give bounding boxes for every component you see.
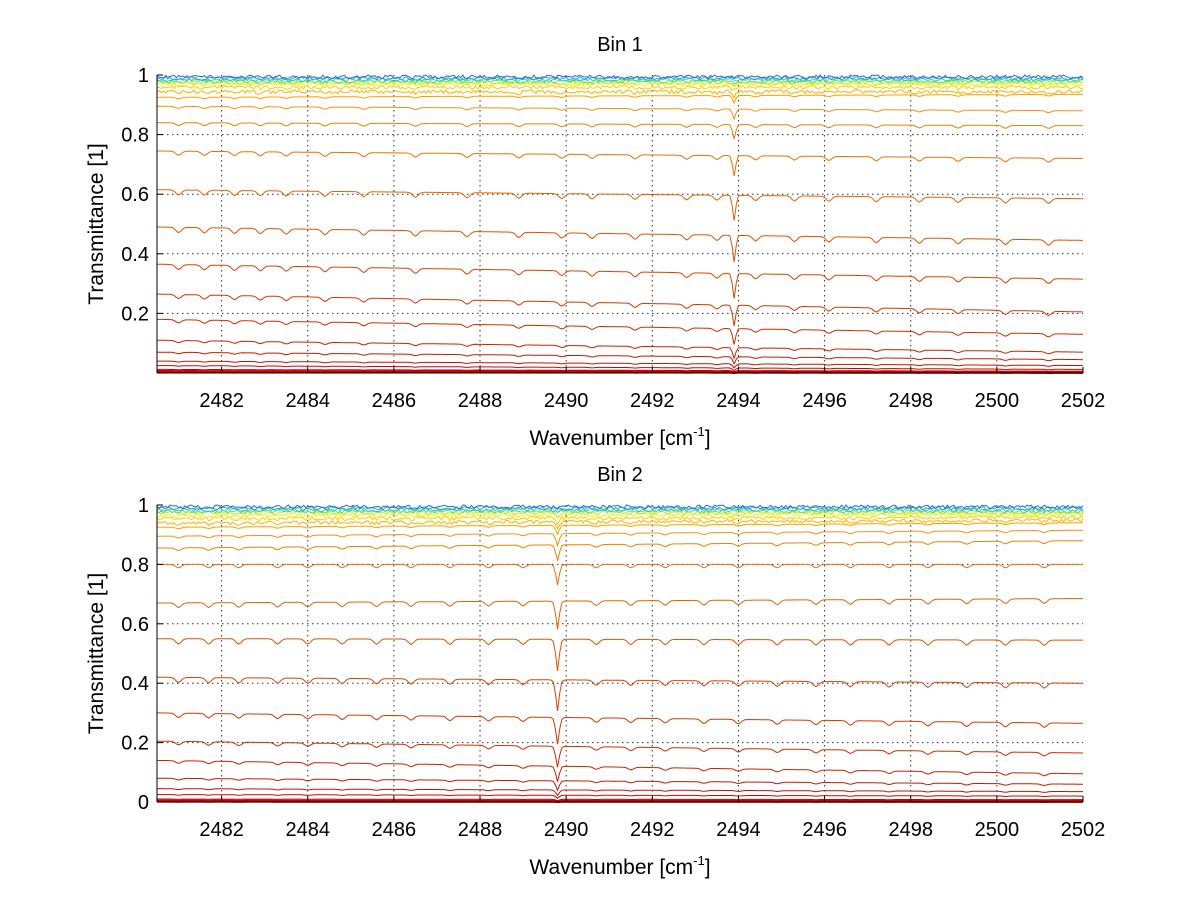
- series-line: [157, 529, 1084, 548]
- series-line: [156, 505, 1084, 511]
- series-line: [157, 799, 1083, 804]
- series-line: [156, 81, 1084, 87]
- x-tick-label: 2502: [1061, 819, 1106, 841]
- x-tick-label: 2500: [975, 819, 1020, 841]
- x-tick-label: 2492: [630, 390, 675, 412]
- x-tick-label: 2488: [458, 819, 503, 841]
- gridlines: [157, 75, 1083, 373]
- series-line: [157, 788, 1083, 797]
- series-line: [156, 93, 1083, 105]
- y-tick-label: 0.8: [121, 125, 149, 147]
- x-tick-label: 2502: [1061, 390, 1106, 412]
- chart-title: Bin 2: [597, 464, 643, 486]
- series-line: [156, 759, 1083, 782]
- series-line: [157, 318, 1084, 345]
- series-group: [156, 504, 1084, 804]
- series-line: [156, 189, 1084, 221]
- series-line: [157, 150, 1083, 177]
- x-tick-label: 2500: [975, 390, 1020, 412]
- y-tick-label: 0: [138, 792, 149, 814]
- series-line: [156, 507, 1084, 514]
- x-axis-label: Wavenumber [cm-1]: [529, 853, 710, 879]
- series-line: [157, 598, 1083, 630]
- x-tick-label: 2496: [802, 390, 847, 412]
- x-axis-label-sup: -1: [693, 424, 705, 439]
- series-line: [157, 370, 1083, 375]
- x-tick-label: 2482: [199, 390, 244, 412]
- x-tick-label: 2486: [372, 819, 417, 841]
- series-group: [156, 74, 1084, 375]
- x-tick-label: 2484: [285, 819, 330, 841]
- series-line: [157, 638, 1083, 672]
- series-line: [156, 504, 1084, 510]
- y-tick-label: 0.4: [121, 244, 149, 266]
- series-line: [157, 226, 1083, 263]
- x-tick-label: 2496: [802, 819, 847, 841]
- series-line: [157, 794, 1083, 799]
- y-tick-label: 0.8: [121, 554, 149, 576]
- x-axis-label-sup: -1: [693, 853, 705, 868]
- chart-bin-1: Bin 1 2482 2484 2486 2488 2490 2492 2494 2496 249…: [85, 34, 1105, 450]
- y-tick-label: 0.2: [121, 303, 149, 325]
- series-line: [156, 514, 1084, 526]
- series-line: [157, 712, 1083, 745]
- y-tick-label: 0.6: [121, 184, 149, 206]
- series-line: [156, 351, 1083, 365]
- series-line: [157, 368, 1083, 373]
- y-axis-label: Transmittance [1]: [85, 143, 108, 304]
- series-line: [156, 88, 1084, 100]
- y-tick-label: 1: [138, 495, 149, 517]
- series-line: [156, 517, 1084, 530]
- x-tick-label: 2490: [544, 390, 589, 412]
- series-line: [157, 365, 1083, 372]
- series-line: [157, 105, 1084, 121]
- x-axis-label-close: ]: [705, 427, 711, 450]
- x-tick-label: 2498: [888, 390, 933, 412]
- series-line: [156, 777, 1083, 792]
- x-axis-label: Wavenumber [cm-1]: [529, 424, 710, 450]
- y-tick-label: 0.4: [121, 673, 149, 695]
- x-tick-label: 2490: [544, 819, 589, 841]
- y-tick-label: 1: [138, 65, 149, 87]
- series-line: [156, 508, 1084, 514]
- series-line: [156, 540, 1084, 561]
- x-tick-label: 2494: [716, 819, 761, 841]
- x-tick-label: 2482: [199, 819, 244, 841]
- series-line: [157, 122, 1083, 140]
- series-line: [157, 676, 1083, 712]
- y-tick-label: 0.6: [121, 614, 149, 636]
- y-axis-label: Transmittance [1]: [85, 573, 108, 734]
- y-tick-label: 0.2: [121, 733, 149, 755]
- series-line: [156, 74, 1084, 80]
- series-line: [156, 511, 1084, 519]
- series-line: [157, 798, 1083, 802]
- series-line: [157, 339, 1083, 360]
- series-line: [156, 84, 1084, 91]
- series-line: [157, 360, 1084, 369]
- series-line: [157, 522, 1083, 536]
- x-tick-label: 2488: [458, 390, 503, 412]
- series-line: [156, 80, 1084, 88]
- x-axis-label-text: Wavenumber [cm: [529, 856, 693, 879]
- x-tick-label: 2486: [372, 390, 417, 412]
- x-tick-label: 2484: [285, 390, 330, 412]
- chart-bin-2: Bin 2 2482 2484 2486 2488 2490 2492 2494 2496 249…: [85, 464, 1105, 879]
- gridlines: [157, 505, 1083, 802]
- x-axis-label-close: ]: [705, 856, 711, 879]
- series-line: [156, 77, 1084, 83]
- series-line: [157, 740, 1083, 768]
- series-line: [157, 563, 1083, 585]
- x-tick-label: 2492: [630, 819, 675, 841]
- series-line: [156, 293, 1083, 327]
- series-line: [156, 263, 1083, 299]
- x-axis-label-text: Wavenumber [cm: [529, 427, 693, 450]
- chart-title: Bin 1: [597, 34, 643, 56]
- x-tick-label: 2498: [888, 819, 933, 841]
- x-tick-label: 2494: [716, 390, 761, 412]
